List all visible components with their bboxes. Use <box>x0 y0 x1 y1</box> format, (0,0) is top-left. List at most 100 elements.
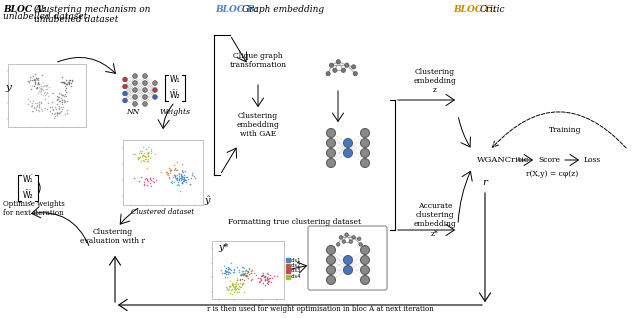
Bar <box>123 140 203 204</box>
Text: cls4: cls4 <box>291 274 301 279</box>
Text: W₁: W₁ <box>170 75 180 85</box>
Point <box>38 91 49 96</box>
Point <box>177 168 187 173</box>
Point <box>259 273 269 278</box>
Point <box>50 105 60 110</box>
Point <box>230 285 240 290</box>
Circle shape <box>326 275 335 285</box>
Point <box>57 92 67 97</box>
Point <box>47 108 58 113</box>
Point <box>59 93 69 99</box>
Point <box>229 286 239 291</box>
Point <box>141 147 151 152</box>
Point <box>42 87 52 92</box>
Point <box>47 110 58 115</box>
Point <box>258 272 268 277</box>
Circle shape <box>326 149 335 157</box>
Point <box>34 100 44 105</box>
Circle shape <box>337 243 340 246</box>
Point <box>57 102 67 107</box>
Point <box>133 156 143 161</box>
Point <box>48 90 58 95</box>
Point <box>60 111 70 116</box>
Point <box>137 153 147 158</box>
Text: Score: Score <box>538 156 560 164</box>
Point <box>227 282 237 287</box>
Point <box>236 282 246 287</box>
Point <box>163 175 173 180</box>
Circle shape <box>326 255 335 265</box>
Point <box>135 149 145 154</box>
Point <box>176 172 186 177</box>
Point <box>171 168 181 173</box>
Circle shape <box>351 65 356 69</box>
Point <box>30 78 40 83</box>
Circle shape <box>326 72 330 76</box>
Point <box>35 86 45 92</box>
Point <box>255 278 265 283</box>
Point <box>176 171 186 176</box>
Point <box>139 154 149 159</box>
Text: cls3: cls3 <box>291 268 301 273</box>
Point <box>66 81 76 86</box>
Point <box>140 156 150 162</box>
Point <box>226 261 236 266</box>
Text: BLOC C:: BLOC C: <box>453 5 495 14</box>
Point <box>28 98 38 103</box>
Point <box>221 268 231 273</box>
Point <box>31 104 41 109</box>
Point <box>52 112 63 117</box>
Point <box>60 92 70 97</box>
Point <box>228 290 239 295</box>
Circle shape <box>143 95 147 99</box>
Circle shape <box>123 84 127 89</box>
Circle shape <box>360 275 369 285</box>
Point <box>130 151 140 156</box>
Point <box>26 86 36 92</box>
Point <box>138 145 148 150</box>
Point <box>221 285 232 290</box>
Point <box>136 151 147 156</box>
Circle shape <box>143 88 147 92</box>
Point <box>135 155 145 160</box>
Text: r is then used for weight optimisation in bloc A at next iteration: r is then used for weight optimisation i… <box>207 305 433 313</box>
Point <box>229 289 239 294</box>
Point <box>54 110 65 115</box>
Point <box>42 90 52 95</box>
Point <box>134 151 144 156</box>
Point <box>239 271 249 276</box>
Point <box>59 80 69 86</box>
Point <box>33 75 44 80</box>
Point <box>56 105 66 110</box>
Point <box>179 177 189 182</box>
Point <box>34 82 44 87</box>
Circle shape <box>143 81 147 85</box>
Text: BLOC B:: BLOC B: <box>215 5 258 14</box>
Point <box>168 175 179 180</box>
Point <box>232 265 242 270</box>
Point <box>216 267 227 273</box>
Point <box>234 280 244 285</box>
Point <box>31 76 42 81</box>
Point <box>44 105 54 110</box>
Text: r: r <box>483 178 488 187</box>
Text: Training: Training <box>548 126 581 134</box>
Text: cls1: cls1 <box>291 258 301 262</box>
Point <box>241 273 251 278</box>
Point <box>225 278 236 283</box>
Point <box>138 152 148 157</box>
Point <box>237 271 248 276</box>
Point <box>23 101 33 107</box>
Point <box>29 77 39 82</box>
Point <box>29 105 39 110</box>
Point <box>237 273 248 278</box>
Point <box>271 274 282 279</box>
Point <box>230 287 240 293</box>
Point <box>58 105 68 110</box>
Point <box>148 179 159 184</box>
Point <box>57 100 67 105</box>
Point <box>31 86 41 91</box>
Point <box>172 175 182 180</box>
Point <box>143 153 153 158</box>
Point <box>232 277 242 282</box>
